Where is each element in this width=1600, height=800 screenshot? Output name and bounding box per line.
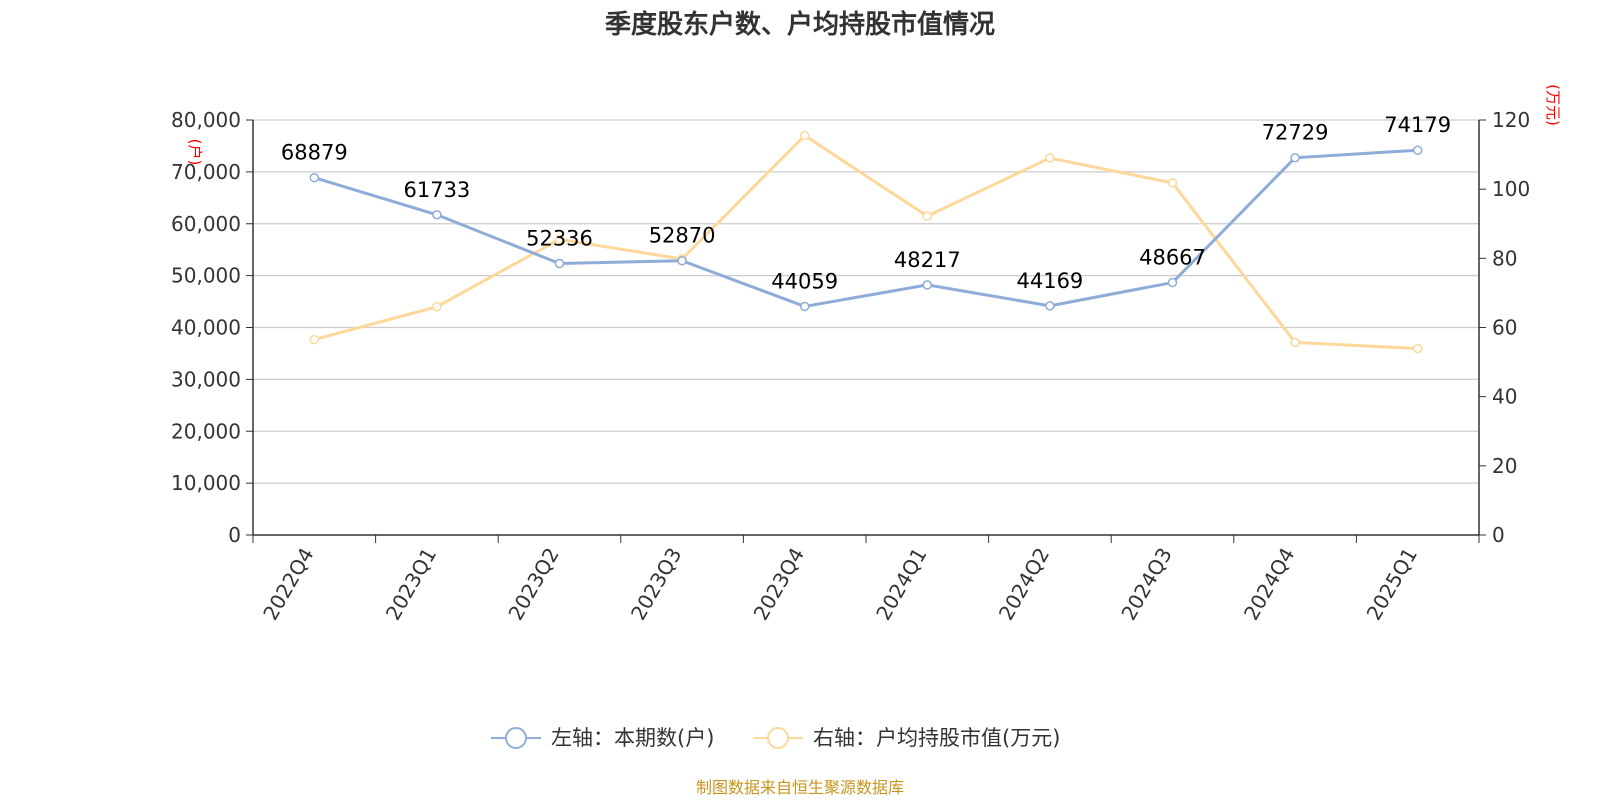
axes: 0 10,000 20,000 30,000 40,000 50,000 60,000 70,… [171,108,1530,624]
legend-marker-series-2 [767,727,789,749]
right-axis-tick-label: 40 [1492,385,1517,409]
left-axis-unit: (户) [186,139,204,166]
series-point-2 [1412,343,1423,354]
left-axis-tick-label: 70,000 [171,160,241,184]
right-axis-tick-label: 100 [1492,177,1530,201]
series-point-2 [309,334,320,345]
legend-item-series-1[interactable]: 左轴：本期数(户) [491,726,714,750]
right-axis-tick-label: 20 [1492,454,1517,478]
legend-label-series-1: 左轴：本期数(户) [551,726,714,750]
right-axis-tick-label: 60 [1492,316,1517,340]
series-point-1 [554,258,565,269]
series-point-2 [1167,178,1178,188]
x-axis-tick-label: 2024Q1 [871,544,931,625]
series-point-1 [677,255,687,266]
right-axis-unit: (万元) [1544,84,1562,126]
series-point-2 [1045,153,1055,163]
left-axis-tick-label: 40,000 [171,316,241,340]
data-labels: 68879 61733 52336 52870 44059 48217 44169 48667… [281,113,1451,293]
series-point-2 [554,234,565,245]
series-point-1 [922,280,933,290]
right-axis-tick-label: 0 [1492,523,1505,547]
series-point-2 [922,211,933,221]
x-axis-tick-label: 2024Q2 [994,544,1054,625]
x-axis-tick-label: 2023Q2 [503,544,563,625]
series-point-1 [1290,152,1300,163]
legend[interactable]: 左轴：本期数(户) 右轴：户均持股市值(万元) [491,726,1060,750]
legend-label-series-2: 右轴：户均持股市值(万元) [813,726,1060,750]
x-axis-tick-label: 2024Q3 [1116,544,1176,625]
x-axis-tick-label: 2023Q3 [626,544,686,625]
chart-title: 季度股东户数、户均持股市值情况 [605,9,995,40]
series-point-1 [1045,301,1055,311]
series-point-1 [799,301,810,312]
series-point-1 [309,172,320,183]
left-axis-tick-label: 80,000 [171,108,241,132]
data-label: 48667 [1139,246,1206,270]
series-point-2 [1290,337,1300,348]
series-point-1 [432,210,442,220]
right-axis-tick-label: 120 [1492,108,1530,132]
series-point-1 [1412,145,1423,155]
x-axis-tick-label: 2023Q1 [381,544,441,625]
series [309,130,1423,354]
legend-item-series-2[interactable]: 右轴：户均持股市值(万元) [753,726,1060,750]
left-axis-tick-label: 60,000 [171,212,241,236]
legend-marker-series-1 [505,727,527,749]
data-label: 68879 [281,141,348,165]
series-line-1 [313,148,1418,308]
data-label: 48217 [894,248,961,272]
left-axis-tick-label: 30,000 [171,367,241,391]
series-point-2 [432,302,442,312]
data-label: 61733 [403,178,470,202]
left-axis-tick-label: 20,000 [171,419,241,443]
x-axis-tick-label: 2024Q4 [1239,544,1299,625]
data-label: 74179 [1384,113,1451,137]
right-axis-tick-label: 80 [1492,246,1517,270]
series-point-1 [1167,277,1178,288]
data-label: 44169 [1016,269,1083,293]
data-label: 52870 [649,224,716,248]
data-label: 44059 [771,269,838,293]
x-axis-tick-label: 2022Q4 [258,544,318,625]
left-axis-tick-label: 0 [228,523,241,547]
x-axis-tick-label: 2023Q4 [749,544,809,625]
source-note: 制图数据来自恒生聚源数据库 [696,778,904,797]
series-point-2 [799,130,810,141]
x-axis-tick-label: 2025Q1 [1362,544,1422,625]
left-axis-tick-label: 10,000 [171,471,241,495]
data-label: 52336 [526,227,593,251]
data-label: 72729 [1262,121,1329,145]
series-line-2 [313,134,1418,351]
left-axis-tick-label: 50,000 [171,264,241,288]
